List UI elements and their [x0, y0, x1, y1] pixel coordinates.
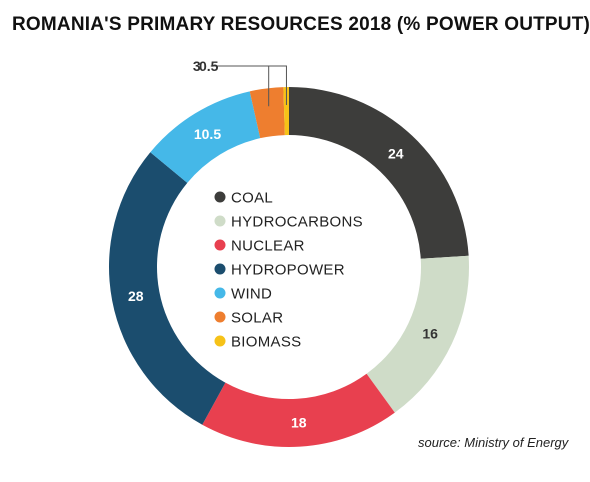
chart-title: ROMANIA'S PRIMARY RESOURCES 2018 (% POWE…: [12, 14, 590, 35]
legend-label-hydropower: HYDROPOWER: [231, 262, 345, 279]
segment-hydropower: [108, 152, 226, 425]
legend-swatch-hydropower: [214, 263, 226, 275]
segment-biomass: [283, 87, 289, 136]
donut-segments: [108, 87, 469, 447]
legend: COAL HYDROCARBONS NUCLEAR HYDROPOWER WIND SOL…: [214, 190, 363, 351]
legend-swatch-wind: [214, 287, 226, 299]
segment-hydrocarbons: [366, 255, 469, 413]
legend-swatch-hydrocarbons: [214, 215, 226, 227]
segment-coal: [289, 87, 469, 259]
source-note: source: Ministry of Energy: [418, 435, 569, 450]
value-label-coal: 24: [388, 145, 404, 161]
segment-solar: [249, 87, 285, 139]
segment-labels: 24 16 18 28 10.5 30.5: [128, 58, 438, 431]
legend-swatch-nuclear: [214, 239, 226, 251]
legend-label-wind: WIND: [231, 286, 272, 303]
legend-swatch-biomass: [214, 335, 226, 347]
value-label-solar: 3: [193, 58, 201, 74]
callout-line-biomass: [228, 65, 287, 106]
segment-wind: [150, 91, 261, 183]
value-label-biomass: 0.5: [199, 58, 219, 74]
legend-swatch-solar: [214, 311, 226, 323]
legend-swatch-coal: [214, 191, 226, 203]
value-label-wind: 10.5: [194, 126, 221, 142]
legend-label-hydrocarbons: HYDROCARBONS: [231, 214, 363, 231]
segment-nuclear: [202, 373, 395, 447]
legend-label-solar: SOLAR: [231, 310, 283, 327]
value-label-nuclear: 18: [291, 415, 307, 431]
legend-label-nuclear: NUCLEAR: [231, 238, 305, 255]
callout-lines: [210, 65, 287, 107]
legend-label-biomass: BIOMASS: [231, 334, 301, 351]
value-label-hydropower: 28: [128, 288, 144, 304]
legend-label-coal: COAL: [231, 190, 273, 207]
value-label-hydrocarbons: 16: [422, 325, 438, 341]
